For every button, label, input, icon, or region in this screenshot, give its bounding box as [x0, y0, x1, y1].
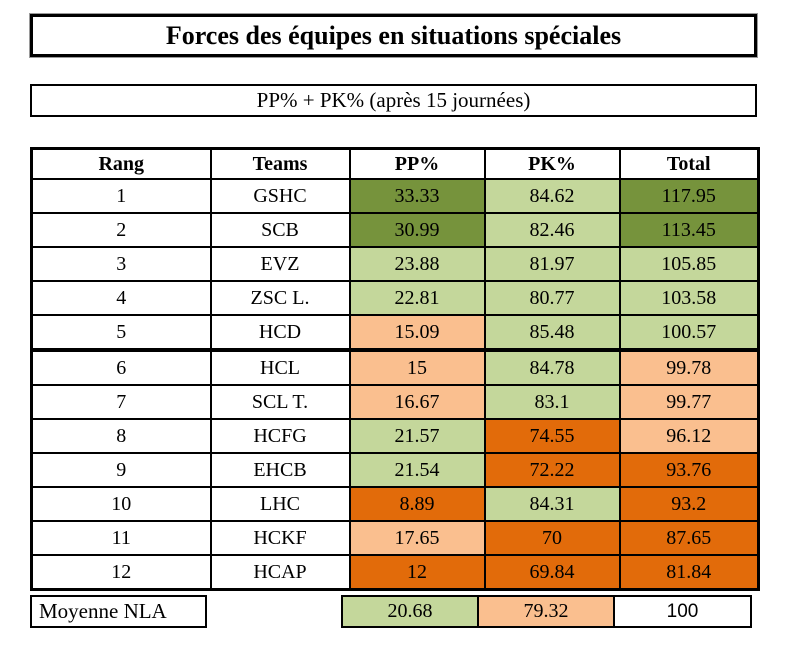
- cell-rang: 9: [30, 452, 212, 488]
- cell-rang: 10: [30, 486, 212, 522]
- title-box: Forces des équipes en situations spécial…: [30, 14, 757, 57]
- column-header-teams: Teams: [209, 147, 351, 180]
- cell-rang: 7: [30, 384, 212, 420]
- moyenne-pk-cell: 79.32: [477, 595, 615, 628]
- cell-pp: 23.88: [348, 246, 486, 282]
- cell-rang: 4: [30, 280, 212, 316]
- moyenne-values-row: 20.68 79.32 100: [341, 595, 752, 628]
- table-row: 2 SCB 30.99 82.46 113.45: [30, 212, 760, 248]
- cell-pp: 17.65: [348, 520, 486, 556]
- cell-rang: 11: [30, 520, 212, 556]
- cell-rang: 2: [30, 212, 212, 248]
- cell-rang: 1: [30, 178, 212, 214]
- cell-pp: 12: [348, 554, 486, 591]
- cell-pk: 69.84: [483, 554, 621, 591]
- cell-rang: 8: [30, 418, 212, 454]
- cell-pp: 16.67: [348, 384, 486, 420]
- cell-total: 93.76: [618, 452, 760, 488]
- standings-table: Rang Teams PP% PK% Total 1 GSHC 33.33 84.62…: [30, 147, 760, 591]
- cell-pk: 83.1: [483, 384, 621, 420]
- cell-team: EVZ: [209, 246, 351, 282]
- cell-pk: 70: [483, 520, 621, 556]
- cell-pp: 30.99: [348, 212, 486, 248]
- cell-pp: 15: [348, 349, 486, 386]
- cell-team: EHCB: [209, 452, 351, 488]
- standings-table-body: 1 GSHC 33.33 84.62 117.95 2 SCB 30.99 82.46 113.4…: [30, 178, 760, 591]
- cell-total: 105.85: [618, 246, 760, 282]
- column-header-rang: Rang: [30, 147, 212, 180]
- page-subtitle: PP% + PK% (après 15 journées): [256, 88, 531, 112]
- cell-total: 96.12: [618, 418, 760, 454]
- subtitle-box: PP% + PK% (après 15 journées): [30, 84, 757, 117]
- table-row: 11 HCKF 17.65 70 87.65: [30, 520, 760, 556]
- cell-pp: 8.89: [348, 486, 486, 522]
- cell-pp: 15.09: [348, 314, 486, 352]
- table-row: 8 HCFG 21.57 74.55 96.12: [30, 418, 760, 454]
- page-title: Forces des équipes en situations spécial…: [165, 20, 622, 50]
- table-row: 10 LHC 8.89 84.31 93.2: [30, 486, 760, 522]
- cell-pp: 21.54: [348, 452, 486, 488]
- moyenne-label-box: Moyenne NLA: [30, 595, 207, 628]
- cell-total: 99.77: [618, 384, 760, 420]
- cell-team: HCD: [209, 314, 351, 352]
- column-header-pk: PK%: [483, 147, 621, 180]
- cell-total: 99.78: [618, 349, 760, 386]
- cell-rang: 12: [30, 554, 212, 591]
- table-row: 9 EHCB 21.54 72.22 93.76: [30, 452, 760, 488]
- cell-team: SCL T.: [209, 384, 351, 420]
- cell-total: 100.57: [618, 314, 760, 352]
- cell-pk: 81.97: [483, 246, 621, 282]
- cell-pp: 22.81: [348, 280, 486, 316]
- table-row: 3 EVZ 23.88 81.97 105.85: [30, 246, 760, 282]
- cell-pk: 85.48: [483, 314, 621, 352]
- cell-rang: 6: [30, 349, 212, 386]
- cell-pk: 84.78: [483, 349, 621, 386]
- column-header-pp: PP%: [348, 147, 486, 180]
- cell-team: HCFG: [209, 418, 351, 454]
- cell-team: HCL: [209, 349, 351, 386]
- cell-total: 87.65: [618, 520, 760, 556]
- table-row: 4 ZSC L. 22.81 80.77 103.58: [30, 280, 760, 316]
- cell-pk: 84.62: [483, 178, 621, 214]
- column-header-total: Total: [618, 147, 760, 180]
- cell-pk: 72.22: [483, 452, 621, 488]
- table-row: 5 HCD 15.09 85.48 100.57: [30, 314, 760, 352]
- cell-pk: 82.46: [483, 212, 621, 248]
- moyenne-label: Moyenne NLA: [39, 599, 167, 623]
- moyenne-pp-cell: 20.68: [341, 595, 479, 628]
- table-row: 6 HCL 15 84.78 99.78: [30, 349, 760, 386]
- cell-rang: 3: [30, 246, 212, 282]
- cell-total: 113.45: [618, 212, 760, 248]
- cell-pk: 80.77: [483, 280, 621, 316]
- cell-total: 117.95: [618, 178, 760, 214]
- cell-rang: 5: [30, 314, 212, 352]
- cell-team: HCAP: [209, 554, 351, 591]
- table-row: 1 GSHC 33.33 84.62 117.95: [30, 178, 760, 214]
- cell-team: LHC: [209, 486, 351, 522]
- cell-team: HCKF: [209, 520, 351, 556]
- cell-team: SCB: [209, 212, 351, 248]
- cell-total: 103.58: [618, 280, 760, 316]
- cell-pp: 21.57: [348, 418, 486, 454]
- cell-team: ZSC L.: [209, 280, 351, 316]
- cell-pk: 74.55: [483, 418, 621, 454]
- cell-total: 81.84: [618, 554, 760, 591]
- cell-pk: 84.31: [483, 486, 621, 522]
- cell-team: GSHC: [209, 178, 351, 214]
- cell-total: 93.2: [618, 486, 760, 522]
- table-row: 12 HCAP 12 69.84 81.84: [30, 554, 760, 591]
- cell-pp: 33.33: [348, 178, 486, 214]
- table-row: 7 SCL T. 16.67 83.1 99.77: [30, 384, 760, 420]
- table-header-row: Rang Teams PP% PK% Total: [30, 147, 760, 180]
- moyenne-total-cell: 100: [613, 595, 752, 628]
